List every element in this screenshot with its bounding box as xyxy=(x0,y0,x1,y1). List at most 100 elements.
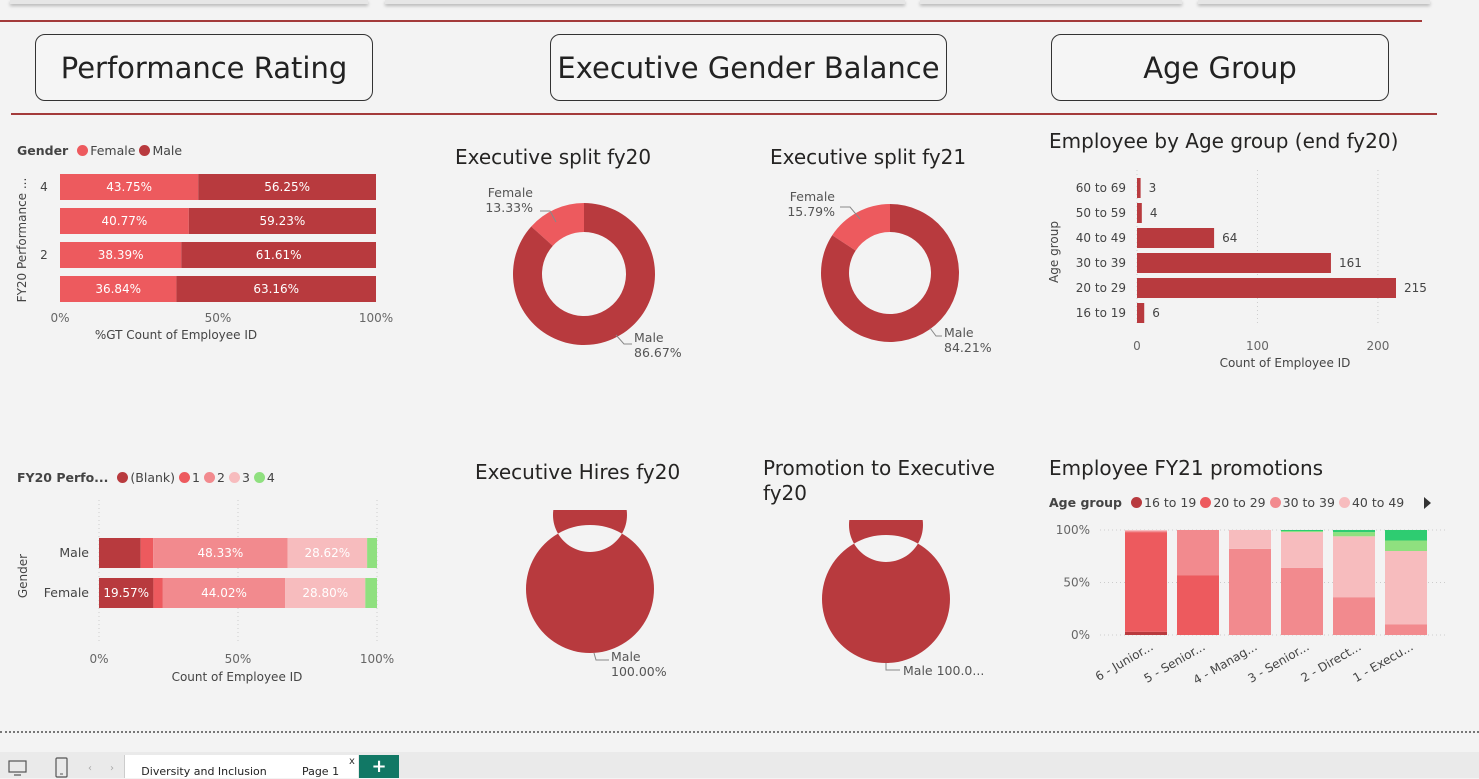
data-label: 48.33% xyxy=(198,546,244,560)
bar-4-2 xyxy=(1333,597,1375,635)
add-page-button[interactable]: + xyxy=(359,755,399,778)
top-card-2 xyxy=(385,0,905,4)
data-label: 3 xyxy=(1149,181,1157,195)
legend-next-arrow[interactable] xyxy=(1424,497,1431,509)
slice-label: Male xyxy=(611,649,641,664)
top-divider xyxy=(0,20,1422,22)
x-tick: 100% xyxy=(360,652,394,666)
bar-4-4 xyxy=(1333,532,1375,537)
bar-0-0 xyxy=(1125,631,1167,635)
bar-female-4 xyxy=(365,578,377,608)
exec-fy20-title: Executive split fy20 xyxy=(455,145,652,169)
exec-hires-title: Executive Hires fy20 xyxy=(475,460,681,484)
bar-female-2 xyxy=(60,242,182,268)
bar-male-3 xyxy=(188,208,376,234)
category-label: Female xyxy=(44,585,90,600)
fy21-promotions-chart: 100%50%0%6 - Junior...5 - Senior...4 - M… xyxy=(1056,523,1445,687)
bar-female-2 xyxy=(162,578,286,608)
bar-male-2 xyxy=(181,242,376,268)
data-label: 61.61% xyxy=(256,248,302,262)
tab-page-1[interactable]: Page 1 xyxy=(283,755,358,778)
category-label: 40 to 49 xyxy=(1076,231,1126,245)
x-tick: 0% xyxy=(89,652,108,666)
data-label: 161 xyxy=(1339,256,1362,270)
legend-dot-1 xyxy=(179,472,191,483)
add-page-icon: + xyxy=(371,756,387,777)
bar-1-2 xyxy=(1177,530,1219,576)
age-group-title: Employee by Age group (end fy20) xyxy=(1049,129,1399,153)
y-tick: 100% xyxy=(1056,523,1090,537)
legend-female: Female xyxy=(90,143,136,158)
bar-3-4 xyxy=(1281,531,1323,533)
legend-dot-male xyxy=(139,145,151,156)
bar-0-2 xyxy=(1125,531,1167,533)
y-axis-title: Gender xyxy=(16,554,30,598)
bar-4-5 xyxy=(1333,530,1375,533)
legend-male: Male xyxy=(152,143,183,158)
legend-dot-40-49 xyxy=(1338,497,1350,508)
x-tick: 50% xyxy=(225,652,252,666)
x-tick: 0 xyxy=(1133,339,1141,353)
promo-exec-title-line1: Promotion to Executive xyxy=(763,456,995,480)
legend-dot-2 xyxy=(204,472,215,483)
slice-male xyxy=(821,204,959,342)
data-label: 56.25% xyxy=(264,180,310,194)
legend-dot-30-39 xyxy=(1269,497,1281,508)
prev-page-icon[interactable]: ‹ xyxy=(88,763,92,774)
leader-line xyxy=(929,327,942,337)
x-tick: 0% xyxy=(50,311,69,325)
legend-dot-16-19 xyxy=(1131,497,1142,508)
x-axis-title: Count of Employee ID xyxy=(172,670,303,684)
legend-dot-20-29 xyxy=(1200,497,1212,508)
x-axis-title: Count of Employee ID xyxy=(1220,356,1351,370)
promo-exec-title-line2: fy20 xyxy=(763,481,807,505)
bar-16-to-19 xyxy=(1137,303,1145,323)
data-label: 63.16% xyxy=(253,282,299,296)
category-label: 50 to 59 xyxy=(1076,206,1126,220)
next-page-icon[interactable]: › xyxy=(110,763,114,774)
legend-title: Gender xyxy=(17,143,69,158)
bar-20-to-29 xyxy=(1137,278,1396,298)
footer-dotted-divider xyxy=(0,731,1479,733)
slice-male xyxy=(822,520,950,663)
desktop-view-icon[interactable] xyxy=(8,760,28,776)
bar-5-3 xyxy=(1385,551,1427,625)
x-tick: 100 xyxy=(1246,339,1269,353)
slice-label: Female xyxy=(488,185,534,200)
perf-by-gender-chart: Gender Male 48.33% 28.62% Female 19.57% 44.02%… xyxy=(16,500,394,684)
perf-by-gender-legend: FY20 Perfo... (Blank) 1 2 3 4 xyxy=(17,470,275,485)
bar-4-3 xyxy=(1333,536,1375,598)
mobile-view-icon[interactable] xyxy=(55,757,69,779)
tab-diversity-inclusion[interactable]: Diversity and Inclusion xyxy=(124,755,284,778)
bar-60-to-69 xyxy=(1137,178,1141,198)
fy21-promotions-title: Employee FY21 promotions xyxy=(1049,456,1324,480)
legend-30-39: 30 to 39 xyxy=(1282,495,1335,510)
leader-line xyxy=(840,206,861,220)
age-group-header: Age Group xyxy=(1051,34,1389,101)
slice-label: Female xyxy=(790,189,836,204)
slice-label: Male xyxy=(944,325,974,340)
perf-gender-chart: FY20 Performance ... 43.75% 56.25% 4 40.77% 5… xyxy=(15,174,393,342)
gender-balance-header: Executive Gender Balance xyxy=(550,34,947,101)
category-label: 16 to 19 xyxy=(1076,306,1126,320)
bar-2-3 xyxy=(1229,530,1271,549)
slice-female xyxy=(832,204,890,251)
bar-5-4 xyxy=(1385,540,1427,551)
x-axis-title: %GT Count of Employee ID xyxy=(95,328,257,342)
bar-male-3 xyxy=(287,538,368,568)
bar-female-1 xyxy=(153,578,163,608)
legend-16-19: 16 to 19 xyxy=(1144,495,1197,510)
bar-40-to-49 xyxy=(1137,228,1215,248)
legend-2: 2 xyxy=(217,470,225,485)
category-label: Male xyxy=(59,545,89,560)
top-card-4 xyxy=(1198,0,1430,4)
y-axis-title: Age group xyxy=(1047,221,1061,283)
legend-dot-4 xyxy=(253,472,265,483)
data-label: 215 xyxy=(1404,281,1427,295)
close-tab-icon[interactable]: x xyxy=(349,756,355,767)
data-label: 28.62% xyxy=(304,546,350,560)
bar-male-1 xyxy=(140,538,154,568)
slice-pct: 100.00% xyxy=(611,664,667,679)
